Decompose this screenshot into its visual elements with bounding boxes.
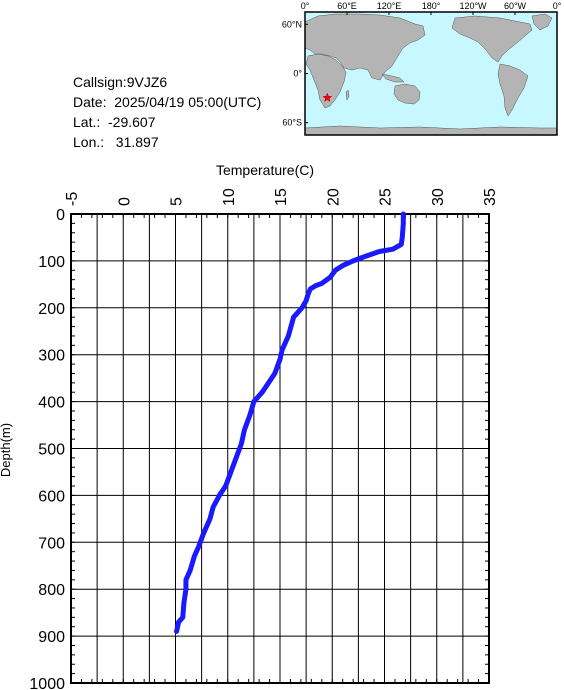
x-tick-label: 5	[169, 197, 186, 206]
map-lat-label: 60°S	[282, 118, 302, 128]
y-tick-label: 300	[38, 348, 65, 365]
temperature-depth-chart: -5 0 5 10 15 20 25 30 35 01002003004005006007008…	[0, 162, 499, 690]
plot-frame	[70, 213, 490, 684]
world-map: 0° 60°E 120°E 180° 120°W 60°W 0° 60°N 0° 60°S	[282, 1, 562, 136]
map-lon-label: 0°	[553, 1, 562, 11]
map-latitude-labels: 60°N 0° 60°S	[282, 19, 303, 127]
map-lat-label: 60°N	[282, 19, 302, 29]
x-tick-label: 20	[325, 188, 342, 206]
map-ticks	[304, 12, 558, 124]
y-tick-label: 900	[38, 629, 65, 646]
station-marker	[322, 92, 333, 102]
x-tick-label: 35	[482, 188, 499, 206]
x-tick-label: 0	[116, 197, 133, 206]
x-tick-label: 25	[378, 188, 395, 206]
y-tick-label: 0	[56, 207, 65, 224]
map-lon-label: 60°W	[504, 1, 527, 11]
y-tick-labels: 0 100 200 300 400 500 600 700 800 900 1000	[29, 207, 65, 690]
x-tick-label: 30	[430, 188, 447, 206]
map-lon-label: 180°	[422, 1, 441, 11]
chart-grid	[70, 213, 490, 684]
longitude-text: Lon.: 31.897	[73, 134, 159, 150]
y-tick-label: 500	[38, 442, 65, 459]
map-land	[304, 13, 558, 136]
temperature-profile-line	[174, 211, 406, 634]
station-info: Callsign:9VJZ6 Date: 2025/04/19 05:00(UT…	[73, 72, 261, 152]
map-lon-label: 0°	[301, 1, 310, 11]
x-tick-label: 10	[221, 188, 238, 206]
x-tick-label: 15	[273, 188, 290, 206]
y-tick-label: 600	[38, 488, 65, 505]
y-tick-label: 200	[38, 301, 65, 318]
y-tick-label: 100	[38, 254, 65, 271]
map-lon-label: 120°E	[377, 1, 402, 11]
y-tick-label: 800	[38, 582, 65, 599]
y-tick-label: 400	[38, 395, 65, 412]
map-lat-label: 0°	[293, 69, 302, 79]
y-tick-label: 700	[38, 535, 65, 552]
map-lon-label: 60°E	[337, 1, 357, 11]
x-axis-label: Temperature(C)	[216, 162, 314, 178]
x-tick-labels: -5 0 5 10 15 20 25 30 35	[64, 188, 499, 206]
latitude-text: Lat.: -29.607	[73, 114, 156, 130]
x-tick-label: -5	[64, 192, 81, 206]
map-lon-label: 120°W	[459, 1, 487, 11]
y-axis-label: Depth(m)	[0, 423, 13, 477]
map-longitude-labels: 0° 60°E 120°E 180° 120°W 60°W 0°	[301, 1, 562, 11]
date-text: Date: 2025/04/19 05:00(UTC)	[73, 94, 262, 110]
series-layer	[174, 211, 406, 634]
callsign-text: Callsign:9VJZ6	[73, 74, 168, 90]
y-tick-label: 1000	[29, 676, 65, 690]
